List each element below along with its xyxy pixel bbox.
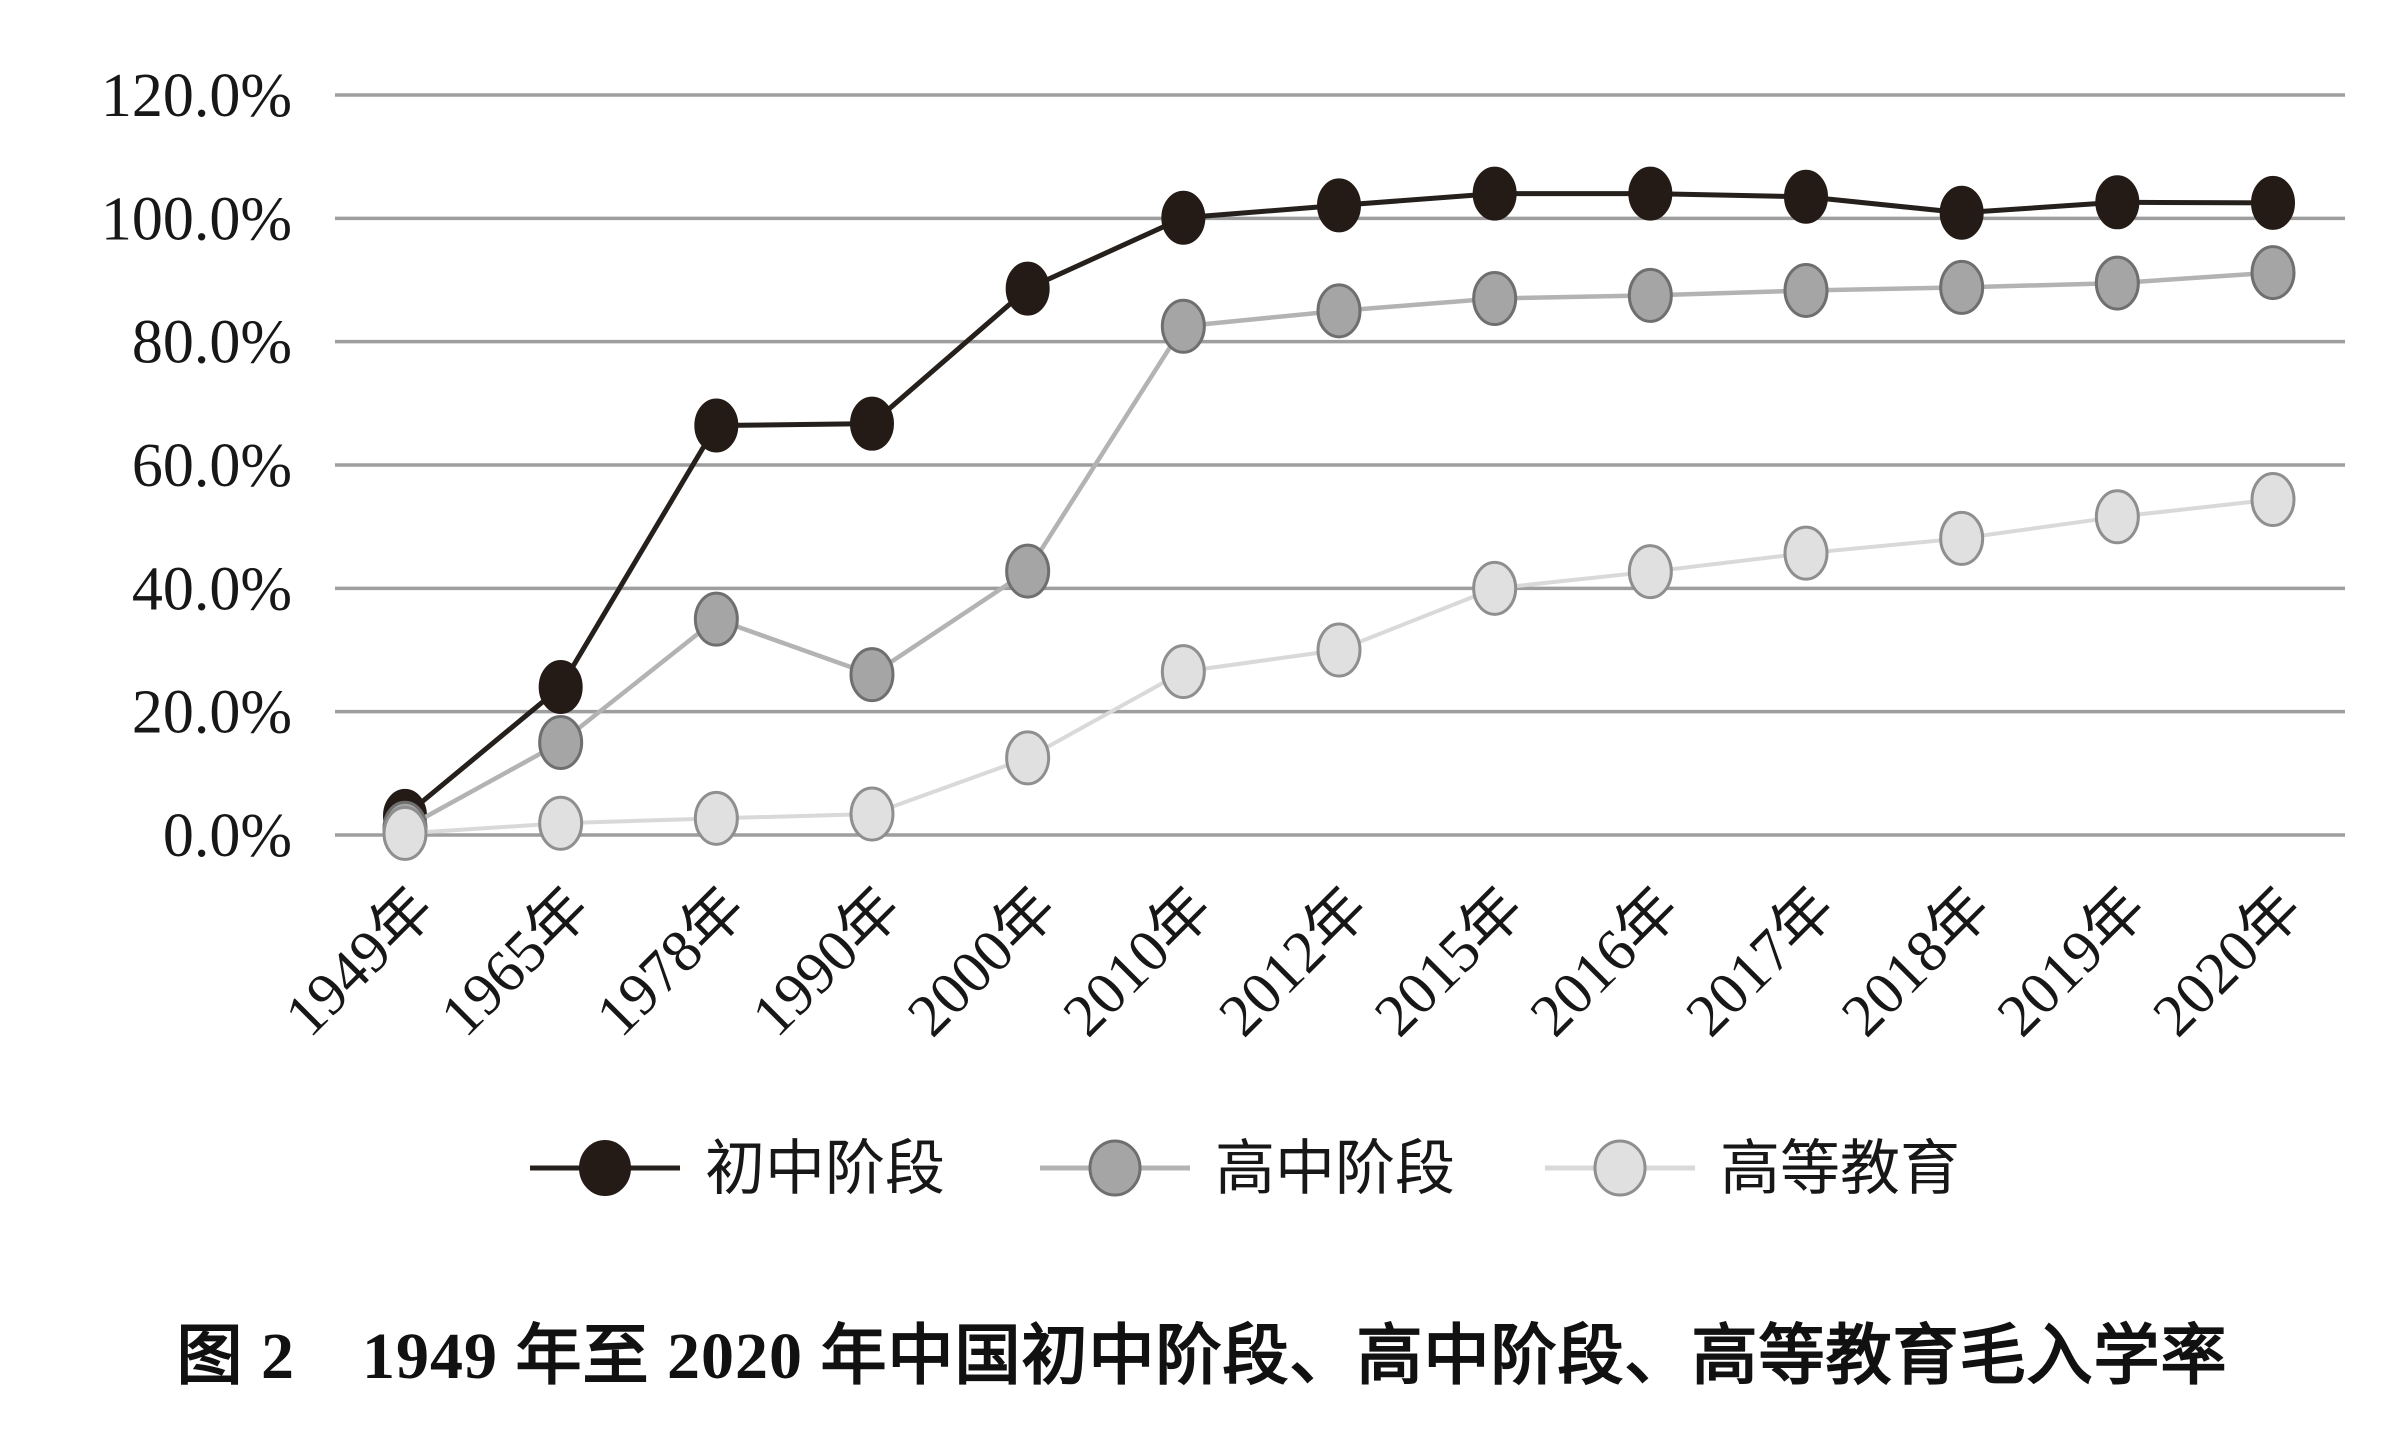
series-junior-secondary-marker-7 <box>1472 166 1517 221</box>
x-tick-label-10: 2018年 <box>1829 875 2003 1049</box>
series-senior-secondary-marker-10 <box>1939 259 1985 315</box>
series-junior-secondary-marker-2 <box>694 398 739 453</box>
series-senior-secondary-line <box>403 270 2274 831</box>
series-junior-secondary-marker-10 <box>1939 185 1984 240</box>
data-series <box>382 166 2296 861</box>
series-higher-education-marker-9 <box>1783 525 1829 581</box>
series-senior-secondary-marker-8 <box>1627 267 1673 323</box>
x-tick-label-1: 1965年 <box>428 875 602 1049</box>
series-higher-education-marker-10 <box>1939 510 1985 566</box>
x-tick-2016年: 2016年 <box>1518 875 1692 1049</box>
series-higher-education-marker-12 <box>2250 472 2296 528</box>
x-tick-1965年: 1965年 <box>428 875 602 1049</box>
legend-item-senior-secondary: 高中阶段 <box>1040 1136 1455 1202</box>
series-junior-secondary-marker-4 <box>1005 261 1050 316</box>
x-tick-2000年: 2000年 <box>895 875 1069 1049</box>
x-tick-1990年: 1990年 <box>739 875 913 1049</box>
x-tick-label-0: 1949年 <box>272 875 446 1049</box>
x-tick-label-7: 2015年 <box>1362 875 1536 1049</box>
y-tick-label-60: 60.0% <box>132 432 292 500</box>
y-tick-label-40: 40.0% <box>132 555 292 623</box>
series-higher-education-marker-4 <box>1005 730 1051 786</box>
legend-item-junior-secondary: 初中阶段 <box>530 1136 945 1202</box>
series-senior-secondary-marker-4 <box>1005 543 1051 599</box>
series-higher-education-marker-11 <box>2094 489 2140 545</box>
series-senior-secondary-marker-3 <box>849 647 895 703</box>
x-tick-2010年: 2010年 <box>1051 875 1225 1049</box>
x-tick-label-11: 2019年 <box>1985 875 2159 1049</box>
x-tick-label-6: 2012年 <box>1206 875 1380 1049</box>
series-senior-secondary-marker-2 <box>693 591 739 647</box>
x-axis-labels: 1949年1965年1978年1990年2000年2010年2012年2015年… <box>272 875 2314 1049</box>
y-axis-labels: 0.0% 20.0% 40.0% 60.0% 80.0% 100.0% 120.0% <box>101 62 292 870</box>
series-higher-education-marker-5 <box>1160 644 1206 700</box>
x-tick-2012年: 2012年 <box>1206 875 1380 1049</box>
series-higher-education-marker-6 <box>1316 622 1362 678</box>
series-senior-secondary-marker-7 <box>1472 271 1518 326</box>
legend-label-senior-secondary: 高中阶段 <box>1215 1136 1455 1202</box>
series-junior-secondary-marker-11 <box>2095 175 2140 230</box>
series-higher-education-marker-7 <box>1472 560 1518 616</box>
x-tick-2017年: 2017年 <box>1673 875 1847 1049</box>
series-higher-education-marker-0 <box>382 805 428 861</box>
chart-legend: 初中阶段 高中阶段 高等教育 <box>530 1136 1960 1202</box>
x-tick-2019年: 2019年 <box>1985 875 2159 1049</box>
series-higher-education-marker-8 <box>1627 544 1673 600</box>
x-tick-label-3: 1990年 <box>739 875 913 1049</box>
x-tick-label-12: 2020年 <box>2140 875 2314 1049</box>
x-tick-2015年: 2015年 <box>1362 875 1536 1049</box>
series-senior-secondary-marker-5 <box>1160 298 1206 354</box>
x-tick-2018年: 2018年 <box>1829 875 2003 1049</box>
y-tick-label-100: 100.0% <box>101 185 292 253</box>
series-junior-secondary-marker-1 <box>538 660 583 714</box>
series-senior-secondary-marker-6 <box>1316 283 1362 339</box>
series-higher-education-marker-2 <box>693 790 739 846</box>
x-tick-label-9: 2017年 <box>1673 875 1847 1049</box>
x-tick-1949年: 1949年 <box>272 875 446 1049</box>
series-senior-secondary-marker-1 <box>538 715 584 770</box>
legend-marker-senior-secondary <box>1088 1139 1142 1197</box>
legend-marker-higher-education <box>1593 1139 1647 1197</box>
series-senior-secondary-marker-9 <box>1783 262 1829 318</box>
series-higher-education-marker-1 <box>538 795 584 851</box>
series-junior-secondary-marker-6 <box>1317 178 1361 233</box>
legend-marker-junior-secondary <box>579 1140 631 1196</box>
legend-item-higher-education: 高等教育 <box>1545 1136 1960 1202</box>
series-senior-secondary-marker-11 <box>2094 255 2140 311</box>
series-junior-secondary-marker-3 <box>850 396 894 451</box>
y-tick-label-120: 120.0% <box>101 62 292 130</box>
series-higher-education-marker-3 <box>849 786 895 842</box>
x-tick-1978年: 1978年 <box>584 875 758 1049</box>
series-junior-secondary-marker-9 <box>1784 169 1828 224</box>
series-junior-secondary-marker-12 <box>2251 175 2295 230</box>
series-junior-secondary-marker-5 <box>1161 190 1206 245</box>
figure-caption: 图 2 1949 年至 2020 年中国初中阶段、高中阶段、高等教育毛入学率 <box>176 1320 2228 1393</box>
y-tick-label-0: 0.0% <box>163 802 292 870</box>
legend-label-junior-secondary: 初中阶段 <box>705 1136 945 1202</box>
series-senior-secondary-marker-12 <box>2250 245 2296 301</box>
x-tick-label-5: 2010年 <box>1051 875 1225 1049</box>
x-tick-label-4: 2000年 <box>895 875 1069 1049</box>
y-tick-label-20: 20.0% <box>132 679 292 747</box>
series-junior-secondary-marker-8 <box>1628 166 1673 221</box>
x-tick-2020年: 2020年 <box>2140 875 2314 1049</box>
x-tick-label-8: 2016年 <box>1518 875 1692 1049</box>
x-tick-label-2: 1978年 <box>584 875 758 1049</box>
legend-label-higher-education: 高等教育 <box>1720 1136 1960 1202</box>
y-tick-label-80: 80.0% <box>132 309 292 377</box>
